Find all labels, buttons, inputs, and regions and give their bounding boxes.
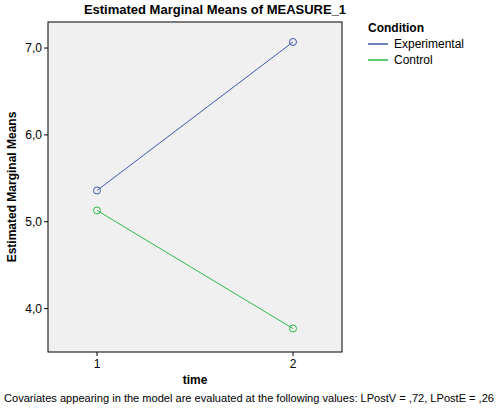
legend-swatch (368, 43, 388, 45)
series-marker (290, 38, 297, 45)
series-line (97, 210, 293, 328)
series-line (97, 42, 293, 191)
series-marker (94, 187, 101, 194)
y-tick (44, 308, 48, 309)
chart-svg: Estimated Marginal Means of MEASURE_1 4,0… (0, 0, 500, 408)
legend-swatch (368, 59, 388, 61)
y-axis-label: Estimated Marginal Means (5, 111, 19, 262)
y-tick-label: 4,0 (25, 302, 42, 316)
series-group (94, 38, 297, 332)
plot-area (48, 22, 342, 352)
x-tick (293, 352, 294, 356)
y-tick (44, 48, 48, 49)
chart-container: Estimated Marginal Means of MEASURE_1 4,0… (0, 0, 500, 408)
x-axis-label: time (183, 373, 208, 387)
y-tick-label: 5,0 (25, 215, 42, 229)
footnote: Covariates appearing in the model are ev… (4, 392, 494, 404)
series-marker (94, 207, 101, 214)
x-tick (97, 352, 98, 356)
x-tick-label: 2 (290, 357, 297, 371)
legend-label: Control (394, 53, 433, 67)
legend-title: Condition (368, 21, 424, 35)
y-tick-label: 7,0 (25, 41, 42, 55)
y-tick (44, 134, 48, 135)
x-tick-label: 1 (94, 357, 101, 371)
legend-label: Experimental (394, 37, 464, 51)
y-tick-label: 6,0 (25, 128, 42, 142)
chart-title: Estimated Marginal Means of MEASURE_1 (84, 2, 346, 17)
y-tick (44, 221, 48, 222)
series-marker (290, 325, 297, 332)
